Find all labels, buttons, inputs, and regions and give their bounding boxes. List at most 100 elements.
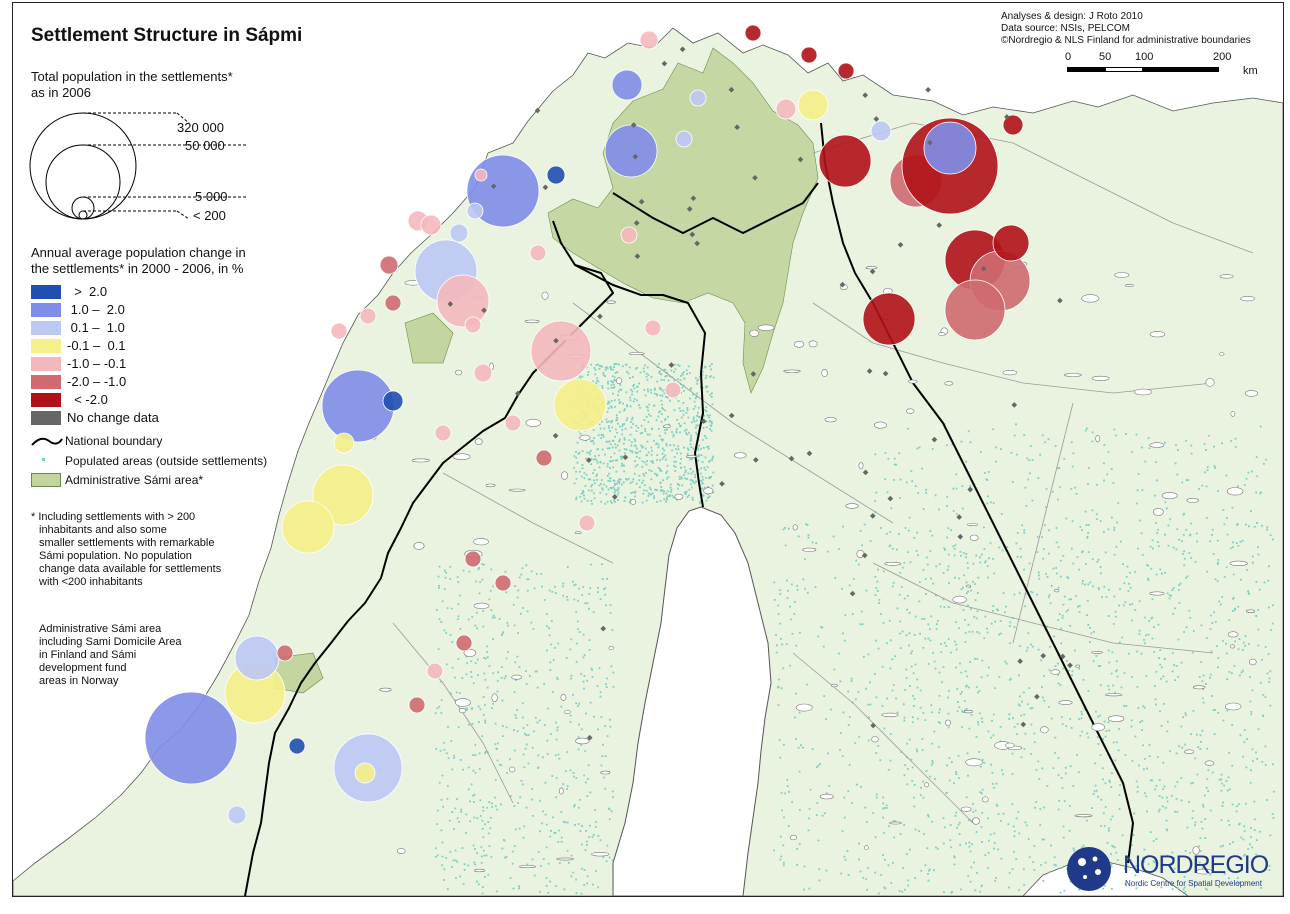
populated-dot	[969, 850, 972, 853]
populated-dot	[1019, 695, 1021, 698]
populated-dot	[1110, 786, 1113, 788]
lake	[411, 458, 430, 463]
populated-dot	[961, 485, 964, 488]
populated-dot	[612, 392, 614, 395]
populated-dot	[596, 377, 599, 380]
populated-dot	[688, 372, 691, 375]
populated-dot	[877, 647, 880, 650]
populated-dot	[689, 443, 692, 445]
populated-dot	[1225, 652, 1228, 655]
populated-dot	[1148, 620, 1150, 622]
populated-dot	[1085, 524, 1088, 526]
populated-dot	[1041, 686, 1043, 688]
settlement-nodata	[873, 116, 880, 122]
populated-dot	[887, 864, 890, 867]
populated-dot	[638, 404, 640, 406]
populated-dot	[594, 458, 597, 460]
populated-dot	[629, 449, 632, 452]
populated-dot	[1235, 810, 1238, 813]
populated-dot	[655, 443, 658, 445]
populated-dot	[648, 433, 651, 436]
change-legend-swatch	[31, 303, 61, 317]
populated-dot	[1116, 669, 1118, 672]
populated-dot	[1212, 709, 1215, 711]
populated-dot	[654, 387, 656, 390]
populated-dot	[926, 563, 929, 566]
populated-dot	[957, 754, 960, 757]
populated-dot	[552, 816, 554, 819]
lake	[960, 806, 972, 812]
populated-dot	[526, 589, 529, 592]
populated-dot	[1155, 838, 1158, 840]
populated-dot	[1107, 685, 1110, 687]
populated-dot	[665, 444, 668, 447]
settlement-nodata	[752, 457, 759, 463]
populated-dot	[1192, 781, 1194, 784]
populated-dot	[583, 869, 586, 871]
populated-dot	[946, 444, 948, 447]
populated-dot	[477, 883, 480, 886]
populated-dot	[585, 830, 587, 832]
populated-dot	[612, 459, 614, 462]
populated-dot	[456, 817, 459, 820]
populated-dot	[1250, 710, 1253, 713]
populated-dot	[600, 483, 602, 485]
populated-dot	[916, 686, 919, 689]
populated-dot	[646, 454, 648, 457]
populated-dot	[1267, 653, 1270, 655]
populated-dot	[948, 779, 951, 782]
populated-dot	[777, 704, 780, 706]
populated-dot	[600, 437, 603, 439]
populated-dot	[570, 875, 573, 878]
populated-dot	[913, 784, 916, 786]
populated-dot	[1201, 867, 1204, 870]
populated-dot	[880, 613, 882, 615]
populated-dot	[435, 847, 437, 850]
populated-dot	[1236, 523, 1239, 525]
populated-dot	[1129, 586, 1132, 589]
populated-dot	[488, 845, 491, 848]
populated-dot	[580, 728, 583, 731]
populated-dot	[883, 886, 886, 889]
populated-dot	[610, 810, 613, 813]
populated-dot	[502, 631, 505, 634]
populated-dot	[990, 763, 992, 766]
populated-dot	[843, 639, 846, 642]
populated-dot	[688, 488, 691, 491]
populated-dot	[708, 416, 710, 419]
populated-dot	[1209, 873, 1212, 876]
populated-dot	[913, 634, 916, 636]
populated-dot	[514, 679, 517, 681]
populated-dot	[1111, 844, 1114, 847]
populated-dot	[589, 701, 592, 704]
populated-dot	[916, 750, 918, 753]
settlement-nodata	[887, 495, 894, 502]
populated-dot	[1031, 707, 1034, 710]
populated-dot	[819, 763, 821, 765]
populated-dot	[614, 484, 616, 486]
populated-dot	[1203, 794, 1206, 797]
populated-dot	[590, 449, 592, 452]
populated-dot	[610, 405, 612, 408]
populated-dot	[474, 754, 477, 756]
populated-dot	[1143, 848, 1146, 851]
populated-dot	[1182, 513, 1185, 516]
populated-dot	[515, 716, 517, 719]
populated-dot	[608, 472, 610, 475]
populated-dot	[586, 778, 589, 780]
populated-dot	[1144, 616, 1146, 619]
lake	[575, 737, 590, 745]
populated-dot	[895, 463, 898, 466]
populated-dot	[1186, 575, 1189, 578]
populated-dot	[655, 474, 658, 477]
populated-dot	[1022, 691, 1025, 694]
populated-dot	[1104, 551, 1107, 554]
populated-dot	[666, 396, 668, 398]
nordregio-logo-icon	[1067, 847, 1111, 891]
populated-dot	[1099, 754, 1102, 756]
populated-dot	[460, 810, 463, 813]
populated-dot	[1202, 701, 1205, 704]
settlement-circle	[689, 89, 707, 107]
populated-dot	[501, 632, 504, 635]
populated-dot	[1018, 704, 1021, 707]
